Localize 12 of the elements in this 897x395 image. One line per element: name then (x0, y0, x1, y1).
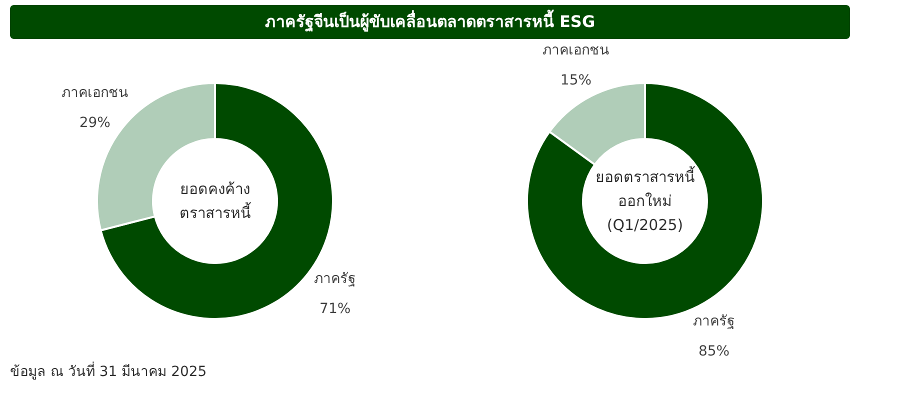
data-label: 85% (698, 343, 730, 360)
text: ข้อมูล ณ วันที่ 31 มีนาคม 2025 (10, 362, 207, 380)
slice-label: ภาครัฐ (314, 271, 356, 288)
slice-label: ภาคเอกชน (542, 42, 610, 59)
data-label: 29% (79, 114, 110, 131)
text: ภาครัฐจีนเป็นผู้ขับเคลื่อนตลาดตราสารหนี้ ESG (264, 9, 596, 33)
slice-label: ภาครัฐ (693, 313, 736, 330)
slice-label: ภาคเอกชน (61, 84, 128, 101)
data-label: 71% (320, 301, 351, 318)
text: ยอดตราสารหนี้ ออกใหม่ (Q1/2025) (596, 166, 696, 234)
data-label: 15% (560, 72, 592, 89)
text: ยอดคงค้าง ตราสารหนี้ (180, 180, 252, 222)
